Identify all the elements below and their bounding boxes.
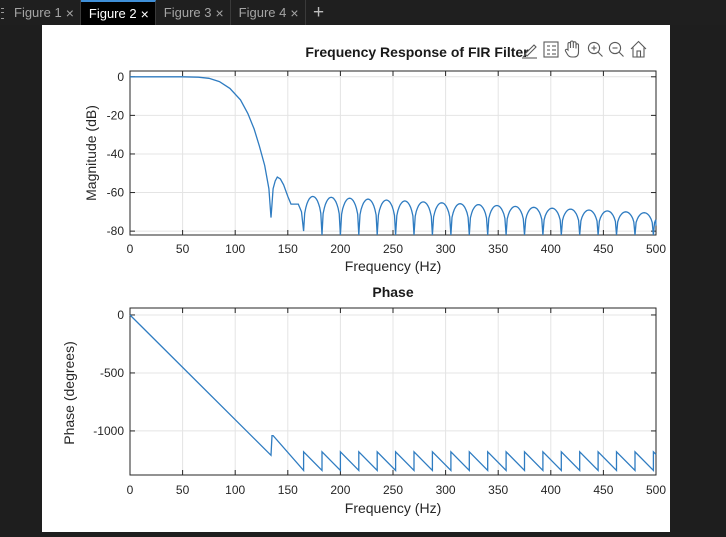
tab-label: Figure 2 bbox=[88, 6, 137, 21]
phase-axes[interactable]: 0 50 100 150 200 250 300 350 400 450 500 0 -500 -1000… bbox=[61, 284, 666, 516]
x-tick-label: 300 bbox=[436, 242, 456, 256]
x-tick-label: 250 bbox=[383, 242, 403, 256]
phase-ticks: 0 50 100 150 200 250 300 350 400 450 500 0 -500 -1000 bbox=[93, 308, 666, 497]
x-tick-label: 500 bbox=[646, 483, 666, 497]
magnitude-ticks: 0 50 100 150 200 250 300 350 400 450 500 0 -20 -40 -60… bbox=[107, 70, 667, 256]
magnitude-xlabel: Frequency (Hz) bbox=[345, 258, 441, 274]
zoom-out-icon[interactable] bbox=[608, 41, 624, 57]
y-tick-label: -40 bbox=[107, 147, 125, 161]
y-tick-label: -80 bbox=[107, 224, 125, 238]
x-tick-label: 200 bbox=[330, 483, 350, 497]
tab-figure-2[interactable]: Figure 2 × bbox=[80, 0, 156, 25]
y-tick-label: 0 bbox=[117, 70, 124, 84]
figure-tab-bar: Figure 1 × Figure 2 × Figure 3 × Figure … bbox=[0, 0, 726, 25]
y-tick-label: -1000 bbox=[93, 424, 124, 438]
magnitude-ylabel: Magnitude (dB) bbox=[83, 105, 99, 201]
phase-series-line bbox=[129, 314, 657, 473]
axes-toolbar bbox=[522, 40, 647, 59]
left-dark-panel bbox=[0, 25, 42, 532]
close-icon[interactable]: × bbox=[290, 4, 299, 21]
x-tick-label: 450 bbox=[593, 242, 613, 256]
x-tick-label: 350 bbox=[488, 242, 508, 256]
x-tick-label: 0 bbox=[127, 242, 134, 256]
phase-xlabel: Frequency (Hz) bbox=[345, 500, 441, 516]
y-tick-label: -20 bbox=[107, 108, 125, 122]
x-tick-label: 0 bbox=[127, 483, 134, 497]
close-icon[interactable]: × bbox=[65, 4, 74, 21]
phase-title: Phase bbox=[372, 284, 413, 300]
tab-bar-grip[interactable] bbox=[0, 0, 6, 25]
add-tab-icon[interactable]: + bbox=[313, 2, 325, 23]
tab-figure-3[interactable]: Figure 3 × bbox=[156, 0, 231, 25]
x-tick-label: 300 bbox=[436, 483, 456, 497]
x-tick-label: 400 bbox=[541, 242, 561, 256]
magnitude-title: Frequency Response of FIR Filter bbox=[305, 44, 529, 60]
x-tick-label: 150 bbox=[278, 242, 298, 256]
y-tick-label: -500 bbox=[100, 366, 124, 380]
y-tick-label: 0 bbox=[117, 308, 124, 322]
magnitude-series-line bbox=[130, 76, 657, 236]
x-tick-label: 350 bbox=[488, 483, 508, 497]
tab-label: Figure 4 bbox=[238, 5, 287, 20]
x-tick-label: 500 bbox=[646, 242, 666, 256]
x-tick-label: 50 bbox=[176, 242, 190, 256]
tab-label: Figure 3 bbox=[163, 5, 212, 20]
tab-figure-1[interactable]: Figure 1 × bbox=[6, 0, 81, 25]
phase-grid bbox=[129, 308, 657, 475]
tab-figure-4[interactable]: Figure 4 × bbox=[231, 0, 306, 25]
close-icon[interactable]: × bbox=[140, 5, 149, 22]
magnitude-axes[interactable]: 0 50 100 150 200 250 300 350 400 450 500 0 -20 -40 -60… bbox=[83, 44, 666, 274]
pan-icon[interactable] bbox=[564, 40, 580, 58]
legend-icon[interactable] bbox=[543, 41, 559, 58]
x-tick-label: 100 bbox=[225, 483, 245, 497]
x-tick-label: 150 bbox=[278, 483, 298, 497]
close-icon[interactable]: × bbox=[215, 4, 224, 21]
tab-label: Figure 1 bbox=[14, 5, 62, 20]
x-tick-label: 200 bbox=[330, 242, 350, 256]
zoom-in-icon[interactable] bbox=[587, 41, 603, 57]
x-tick-label: 50 bbox=[176, 483, 190, 497]
x-tick-label: 100 bbox=[225, 242, 245, 256]
phase-ylabel: Phase (degrees) bbox=[61, 341, 77, 445]
x-tick-label: 250 bbox=[383, 483, 403, 497]
figure-canvas[interactable]: 0 50 100 150 200 250 300 350 400 450 500 0 -20 -40 -60… bbox=[42, 25, 670, 532]
x-tick-label: 400 bbox=[541, 483, 561, 497]
brush-icon[interactable] bbox=[522, 44, 537, 59]
x-tick-label: 450 bbox=[593, 483, 613, 497]
y-tick-label: -60 bbox=[107, 186, 125, 200]
right-dark-panel bbox=[670, 25, 726, 532]
home-icon[interactable] bbox=[630, 40, 647, 58]
figure-svg[interactable]: 0 50 100 150 200 250 300 350 400 450 5000-20-40-60… bbox=[42, 25, 670, 532]
